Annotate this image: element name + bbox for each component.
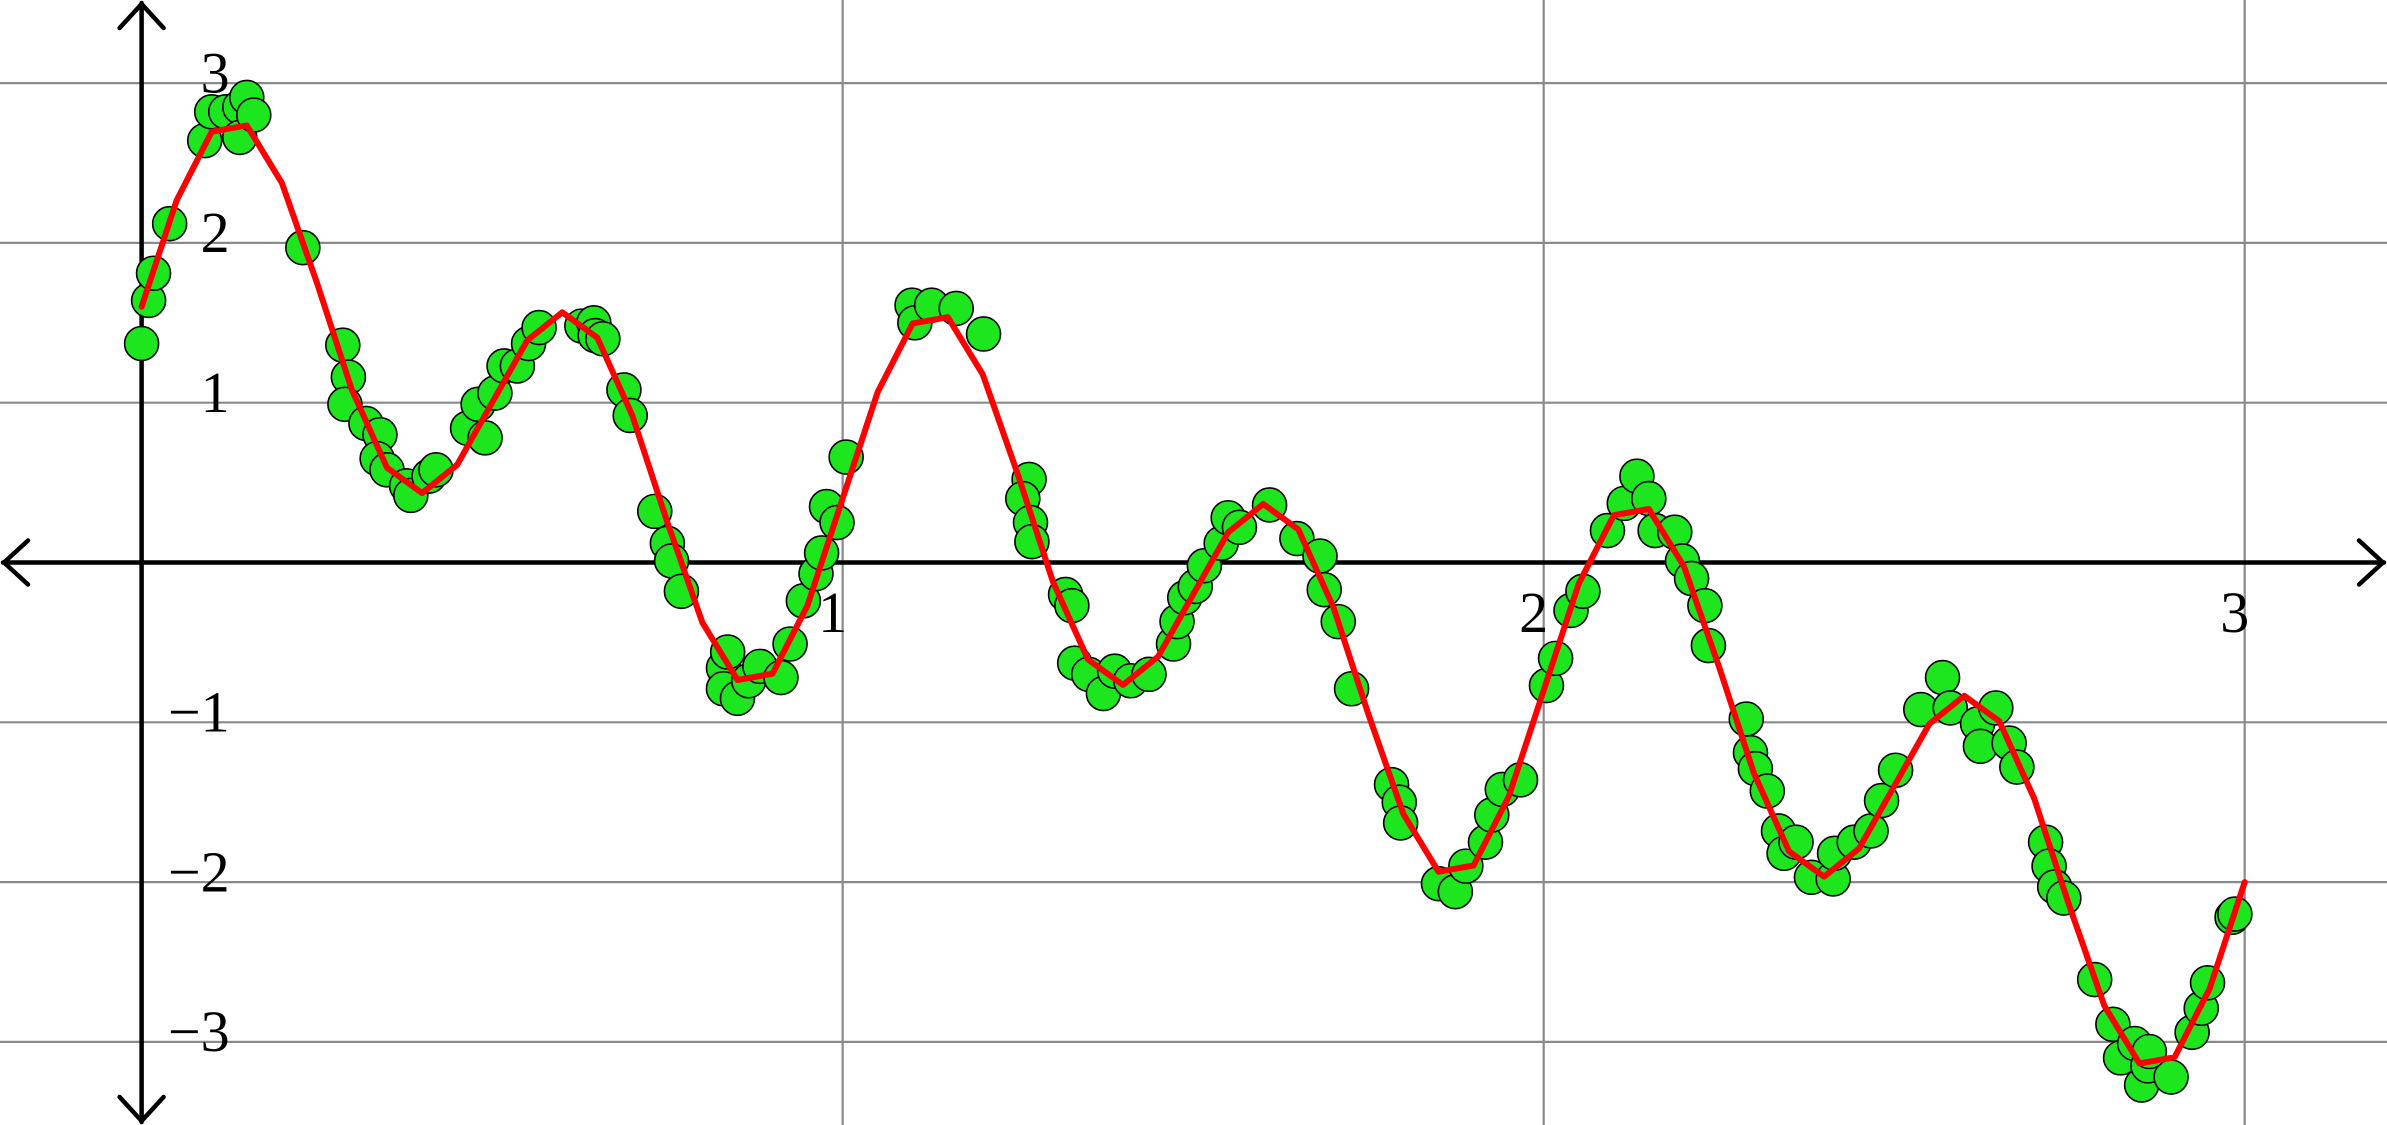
x-tick-label: 3: [2220, 580, 2249, 645]
axis-arrow: [117, 1094, 166, 1124]
y-tick-label: −2: [168, 839, 230, 904]
x-tick-label: 2: [1519, 580, 1548, 645]
y-tick-label: −1: [168, 680, 230, 745]
scatter-points: [123, 79, 2253, 1103]
fit-curve: [138, 122, 2248, 1067]
y-tick-label: −3: [168, 999, 230, 1064]
x-tick-label: 1: [818, 580, 847, 645]
data-point: [123, 325, 160, 362]
data-point: [1924, 659, 1961, 696]
axis-arrow: [2356, 538, 2386, 587]
axis-arrow: [117, 1, 166, 31]
data-point: [965, 316, 1002, 352]
y-tick-label: 1: [201, 360, 230, 425]
axis-arrow: [1, 538, 31, 587]
y-tick-label: 2: [201, 200, 230, 265]
data-point: [763, 659, 799, 696]
